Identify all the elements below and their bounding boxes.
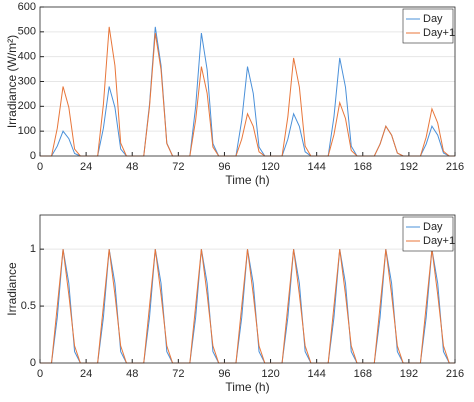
x-tick-label: 168: [354, 161, 372, 173]
x-tick-label: 48: [126, 161, 138, 173]
legend-label: Day: [423, 13, 443, 25]
legend-label: Day+1: [423, 27, 455, 39]
x-tick-label: 216: [446, 161, 464, 173]
x-tick-label: 216: [446, 368, 464, 380]
x-tick-label: 48: [126, 368, 138, 380]
y-tick-label: 200: [18, 100, 36, 112]
x-tick-label: 192: [400, 161, 418, 173]
y-tick-label: 0: [30, 150, 36, 162]
legend-label: Day: [423, 221, 443, 233]
x-tick-label: 120: [261, 368, 279, 380]
y-tick-label: 400: [18, 51, 36, 63]
x-tick-label: 96: [218, 368, 230, 380]
y-tick-label: 0.5: [21, 300, 36, 312]
x-tick-label: 24: [80, 161, 92, 173]
x-tick-label: 168: [354, 368, 372, 380]
x-tick-label: 0: [37, 161, 43, 173]
y-axis-label: Irradiance: [5, 262, 19, 316]
x-tick-label: 72: [172, 161, 184, 173]
x-tick-label: 96: [218, 161, 230, 173]
y-tick-label: 500: [18, 26, 36, 38]
legend-box: [402, 216, 454, 252]
series-line: [40, 249, 455, 364]
y-tick-label: 300: [18, 75, 36, 87]
x-tick-label: 0: [37, 368, 43, 380]
y-tick-label: 600: [18, 1, 36, 13]
x-tick-label: 192: [400, 368, 418, 380]
y-tick-label: 1: [30, 243, 36, 255]
plot-area: [40, 215, 455, 363]
x-axis-label: Time (h): [225, 173, 269, 187]
y-axis-label: Irradiance (W/m²): [5, 35, 19, 128]
legend-label: Day+1: [423, 235, 455, 247]
x-tick-label: 24: [80, 368, 92, 380]
x-tick-label: 144: [307, 161, 325, 173]
y-tick-label: 100: [18, 125, 36, 137]
x-axis-label: Time (h): [225, 380, 269, 394]
x-tick-label: 72: [172, 368, 184, 380]
axes-frame: [39, 6, 456, 157]
y-tick-label: 0: [30, 357, 36, 369]
x-tick-label: 144: [307, 368, 325, 380]
axes-frame: [39, 214, 456, 364]
x-tick-label: 120: [261, 161, 279, 173]
series-line: [40, 26, 455, 157]
legend-box: [402, 8, 454, 44]
